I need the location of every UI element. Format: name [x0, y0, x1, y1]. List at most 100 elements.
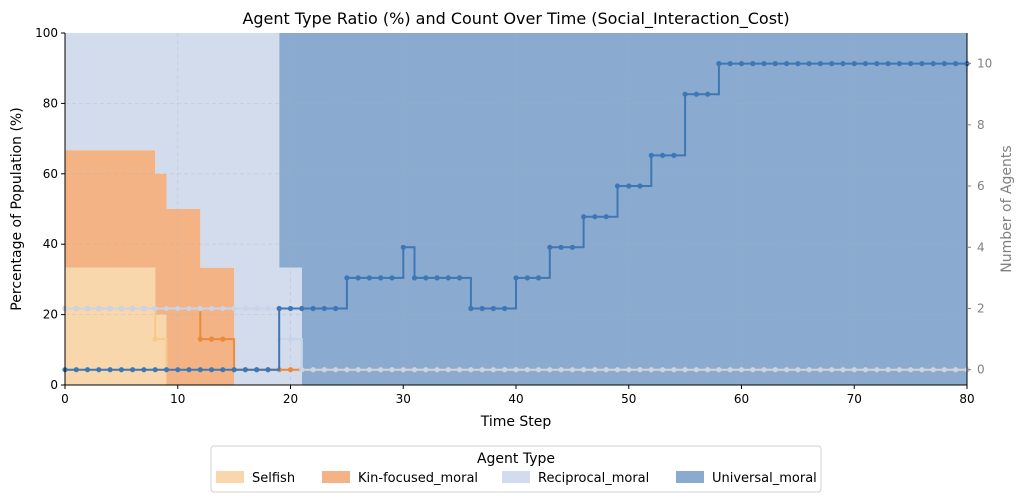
count-point-reciprocal-moral	[614, 367, 621, 373]
stacked-area-layer	[65, 33, 967, 385]
count-point-universal-moral	[457, 275, 463, 281]
count-point-reciprocal-moral	[682, 367, 688, 373]
legend-label-selfish: Selfish	[252, 471, 295, 486]
count-point-reciprocal-moral	[209, 305, 215, 312]
legend-swatch-kin-focused-moral	[322, 471, 350, 483]
count-point-universal-moral	[953, 61, 959, 67]
count-point-universal-moral	[761, 61, 767, 67]
count-point-universal-moral	[524, 275, 530, 281]
count-point-universal-moral	[896, 61, 903, 67]
count-point-kin-focused-moral	[209, 336, 215, 342]
count-point-reciprocal-moral	[152, 305, 158, 312]
count-point-universal-moral	[299, 305, 305, 312]
count-point-universal-moral	[107, 367, 113, 373]
count-point-universal-moral	[513, 275, 519, 281]
count-point-reciprocal-moral	[874, 367, 880, 373]
count-point-universal-moral	[874, 61, 880, 67]
count-point-reciprocal-moral	[490, 367, 496, 373]
count-point-reciprocal-moral	[908, 367, 914, 373]
count-point-universal-moral	[96, 367, 102, 373]
count-point-reciprocal-moral	[795, 367, 801, 373]
count-point-universal-moral	[829, 61, 835, 67]
x-tick-label: 20	[283, 392, 298, 406]
count-point-reciprocal-moral	[479, 367, 485, 373]
count-point-reciprocal-moral	[592, 367, 598, 373]
count-point-reciprocal-moral	[457, 367, 463, 373]
count-point-universal-moral	[637, 183, 643, 189]
count-point-reciprocal-moral	[851, 367, 857, 373]
count-point-universal-moral	[614, 183, 621, 189]
legend-title: Agent Type	[477, 451, 555, 467]
count-point-universal-moral	[209, 367, 215, 373]
count-point-universal-moral	[716, 61, 722, 67]
y-tick-label: 100	[35, 26, 58, 40]
count-point-reciprocal-moral	[310, 367, 316, 373]
count-point-universal-moral	[333, 305, 339, 312]
area-universal-moral	[65, 33, 967, 385]
x-tick-label: 70	[847, 392, 862, 406]
count-point-reciprocal-moral	[817, 367, 824, 373]
area-kin-focused-moral	[65, 150, 967, 385]
y-right-tick-label: 0	[977, 363, 985, 377]
count-point-universal-moral	[693, 91, 700, 97]
area-reciprocal-moral	[65, 33, 967, 385]
count-point-reciprocal-moral	[355, 367, 361, 373]
count-point-universal-moral	[130, 367, 136, 373]
chart-title: Agent Type Ratio (%) and Count Over Time…	[242, 9, 789, 29]
x-axis-label: Time Step	[480, 414, 552, 430]
count-point-universal-moral	[479, 305, 485, 312]
x-tick-label: 50	[621, 392, 636, 406]
count-point-reciprocal-moral	[434, 367, 440, 373]
count-point-reciprocal-moral	[862, 367, 869, 373]
count-point-universal-moral	[930, 61, 936, 67]
count-point-reciprocal-moral	[411, 367, 418, 373]
count-point-reciprocal-moral	[107, 305, 113, 312]
count-point-reciprocal-moral	[344, 367, 350, 373]
y-axis-label: Percentage of Population (%)	[9, 107, 25, 310]
count-point-universal-moral	[423, 275, 429, 281]
count-point-reciprocal-moral	[321, 367, 327, 373]
count-point-reciprocal-moral	[130, 305, 136, 312]
x-tick-label: 40	[508, 392, 523, 406]
count-point-universal-moral	[366, 275, 372, 281]
count-point-reciprocal-moral	[603, 367, 609, 373]
count-point-reciprocal-moral	[96, 305, 102, 312]
count-point-universal-moral	[152, 367, 158, 373]
count-point-reciprocal-moral	[761, 367, 767, 373]
count-point-reciprocal-moral	[366, 367, 372, 373]
x-tick-label: 30	[396, 392, 411, 406]
count-point-universal-moral	[750, 61, 756, 67]
legend: Agent Type Selfish Kin-focused_moral Rec…	[210, 445, 822, 493]
count-point-universal-moral	[310, 305, 316, 312]
count-point-universal-moral	[118, 367, 124, 373]
legend-label-reciprocal-moral: Reciprocal_moral	[538, 471, 649, 486]
y-right-tick-label: 4	[977, 240, 985, 254]
count-point-universal-moral	[163, 367, 170, 373]
count-point-reciprocal-moral	[637, 367, 643, 373]
count-point-universal-moral	[276, 305, 282, 312]
count-point-universal-moral	[197, 367, 203, 373]
count-point-universal-moral	[535, 275, 542, 281]
count-point-universal-moral	[738, 61, 745, 67]
count-point-universal-moral	[547, 244, 553, 250]
count-point-universal-moral	[265, 367, 271, 373]
count-point-reciprocal-moral	[648, 367, 654, 373]
legend-frame	[210, 445, 822, 493]
count-point-universal-moral	[141, 367, 147, 373]
count-point-universal-moral	[941, 61, 948, 67]
count-point-reciprocal-moral	[242, 305, 248, 312]
count-point-universal-moral	[502, 305, 508, 312]
count-point-universal-moral	[490, 305, 496, 312]
x-tick-label: 10	[170, 392, 185, 406]
count-point-reciprocal-moral	[400, 367, 406, 373]
count-point-reciprocal-moral	[558, 367, 564, 373]
count-point-universal-moral	[321, 305, 327, 312]
count-point-reciprocal-moral	[660, 367, 666, 373]
count-point-reciprocal-moral	[333, 367, 339, 373]
grid-layer	[65, 33, 967, 385]
count-point-universal-moral	[660, 152, 666, 158]
count-point-reciprocal-moral	[885, 367, 891, 373]
count-lines-layer	[62, 61, 970, 373]
